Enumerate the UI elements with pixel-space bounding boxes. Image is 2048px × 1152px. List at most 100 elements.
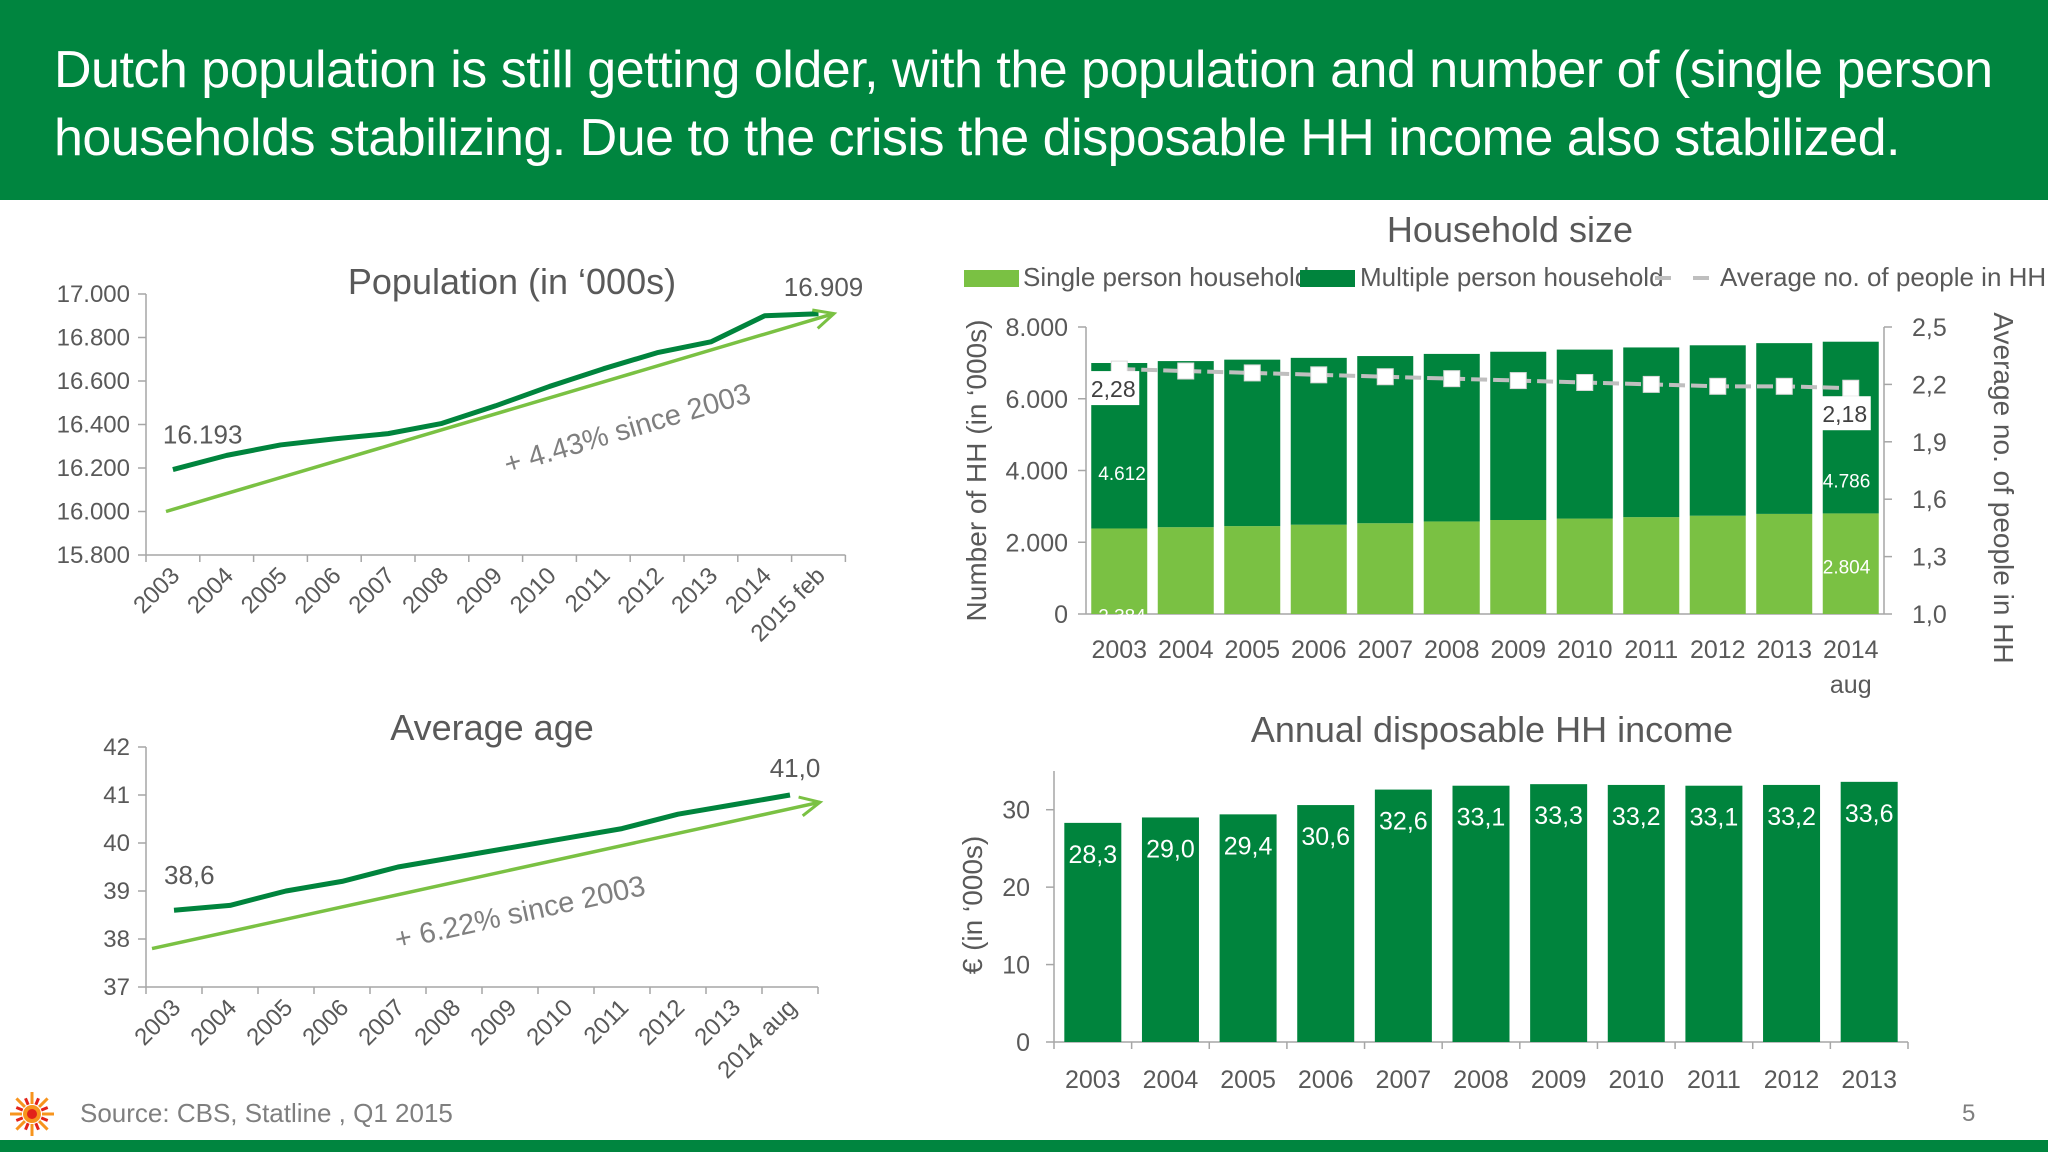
average-people-marker — [1642, 375, 1660, 393]
y2-tick-label: 1,6 — [1912, 486, 1947, 514]
multiple-person-bar — [1290, 357, 1347, 525]
single-person-bar — [1556, 518, 1613, 614]
last-value-label: 16.909 — [784, 272, 864, 302]
single-first-label: 2.384 — [1098, 606, 1146, 627]
slide-title: Dutch population is still getting older,… — [54, 41, 1993, 167]
x-tick-label: 2010 — [505, 562, 562, 619]
average-people-marker — [1709, 377, 1727, 395]
income-bar — [1607, 784, 1665, 1042]
logo-ray — [15, 1097, 26, 1108]
single-last-label: 2.804 — [1823, 557, 1871, 578]
income-bar — [1064, 822, 1122, 1042]
legend-swatch-single — [964, 270, 1019, 287]
sun-logo-icon — [10, 1092, 54, 1136]
income-value-label: 33,1 — [1690, 804, 1739, 832]
y-tick-label: 40 — [103, 830, 130, 857]
income-value-label: 29,0 — [1146, 835, 1195, 863]
source-note: Source: CBS, Statline , Q1 2015 — [80, 1098, 453, 1128]
y-tick-label: 16.400 — [57, 412, 130, 439]
average-people-marker — [1842, 379, 1860, 397]
single-person-bar — [1357, 523, 1414, 614]
single-person-bar — [1490, 520, 1547, 614]
trend-annotation: + 4.43% since 2003 — [500, 378, 754, 481]
x-tick-label: 2013 — [666, 562, 723, 619]
income-value-label: 33,6 — [1845, 800, 1894, 828]
x-tick-label: 2012 — [612, 562, 669, 619]
income-value-label: 33,2 — [1767, 803, 1816, 831]
first-value-label: 16.193 — [163, 420, 243, 450]
y2-tick-label: 1,9 — [1912, 429, 1947, 457]
x-tick-label: 2011 — [1687, 1066, 1741, 1094]
single-person-bar — [1157, 527, 1214, 614]
average-people-marker — [1376, 368, 1394, 386]
logo-ray — [40, 1106, 49, 1112]
average-people-marker — [1775, 377, 1793, 395]
y-tick-label: 16.800 — [57, 325, 130, 352]
income-bar — [1763, 784, 1821, 1042]
x-tick-label: 2006 — [290, 562, 347, 619]
single-person-bar — [1091, 528, 1148, 614]
x-tick-label: 2008 — [1424, 636, 1480, 664]
x-tick-label: 2004 — [1158, 636, 1214, 664]
logo-ray — [40, 1116, 49, 1122]
single-person-bar — [1623, 517, 1680, 614]
trend-arrow-line — [165, 311, 835, 514]
chart-title: Annual disposable HH income — [1251, 709, 1733, 750]
y-tick-label: 10 — [1002, 952, 1030, 980]
x-tick-label: 2013 — [1756, 636, 1812, 664]
y2-tick-label: 2,2 — [1912, 371, 1947, 399]
trend-arrow-head — [798, 795, 824, 817]
x-tick-label: 2005 — [236, 562, 293, 619]
y-tick-label: 16.200 — [57, 455, 130, 482]
logo-ray — [24, 1097, 30, 1106]
x-tick-label: 2011 — [560, 562, 616, 618]
legend-label-single: Single person household — [1023, 262, 1309, 292]
x-tick-label: 2009 — [1531, 1066, 1587, 1094]
x-tick-label: 2006 — [1298, 1066, 1354, 1094]
y2-tick-label: 2,5 — [1912, 314, 1947, 342]
average-people-line — [1119, 367, 1851, 391]
multiple-person-bar — [1623, 347, 1680, 518]
y-tick-label: 0 — [1016, 1029, 1030, 1057]
x-tick-label: 2003 — [1091, 636, 1147, 664]
y-tick-label: 16.600 — [57, 368, 130, 395]
single-person-bar — [1756, 513, 1813, 614]
income-bar — [1840, 781, 1898, 1042]
x-tick-label: 2003 — [1065, 1066, 1121, 1094]
average-age-chart: 37 38 39 40 41 42 2003 2004 2005 2006 2007 2008 2009… — [103, 707, 824, 1084]
income-value-label: 28,3 — [1068, 841, 1117, 869]
average-people-marker — [1443, 370, 1461, 388]
y2-tick-label: 1,3 — [1912, 544, 1947, 572]
income-value-label: 32,6 — [1379, 808, 1428, 836]
disposable-income-chart: 0 10 20 30 2003 2004 2005 2006 2007 2008 2009 2010 2… — [957, 709, 1909, 1094]
x-tick-label: 2008 — [409, 994, 466, 1051]
logo-ray — [38, 1097, 49, 1108]
legend-label-multiple: Multiple person household — [1360, 262, 1664, 292]
income-bar — [1685, 785, 1743, 1042]
income-value-label: 33,1 — [1457, 804, 1506, 832]
last-value-label: 41,0 — [770, 753, 821, 783]
x-tick-label: 2010 — [1557, 636, 1613, 664]
x-tick-label: 2009 — [465, 994, 522, 1051]
multiple-person-bar — [1157, 361, 1214, 528]
single-person-bar — [1689, 515, 1746, 614]
income-bar — [1141, 817, 1199, 1042]
single-person-bar — [1224, 526, 1281, 614]
header-bar: Dutch population is still getting older,… — [0, 0, 2048, 200]
main-series-line — [172, 311, 819, 472]
x-tick-label: 2006 — [1291, 636, 1347, 664]
page-number: 5 — [1962, 1100, 1976, 1127]
y-axis-title: Number of HH (in ‘000s) — [961, 320, 992, 622]
y-tick-label: 38 — [103, 926, 130, 953]
x-tick-label: 2004 — [185, 994, 242, 1051]
x-tick-label: 2003 — [128, 562, 185, 619]
household-size-chart: 0 2.000 4.000 6.000 8.000 1,0 1,3 1,6 1,9 2,2 2,5 2… — [961, 209, 2046, 699]
avg-first-label: 2,28 — [1091, 376, 1136, 402]
x-tick-label: 2013 — [1841, 1066, 1897, 1094]
chart-title: Average age — [390, 707, 594, 748]
x-tick-label: 2010 — [521, 994, 578, 1051]
logo-ray — [34, 1097, 40, 1106]
logo-ray — [15, 1120, 26, 1131]
multiple-person-bar — [1756, 343, 1813, 514]
x-tick-label: 2006 — [297, 994, 354, 1051]
